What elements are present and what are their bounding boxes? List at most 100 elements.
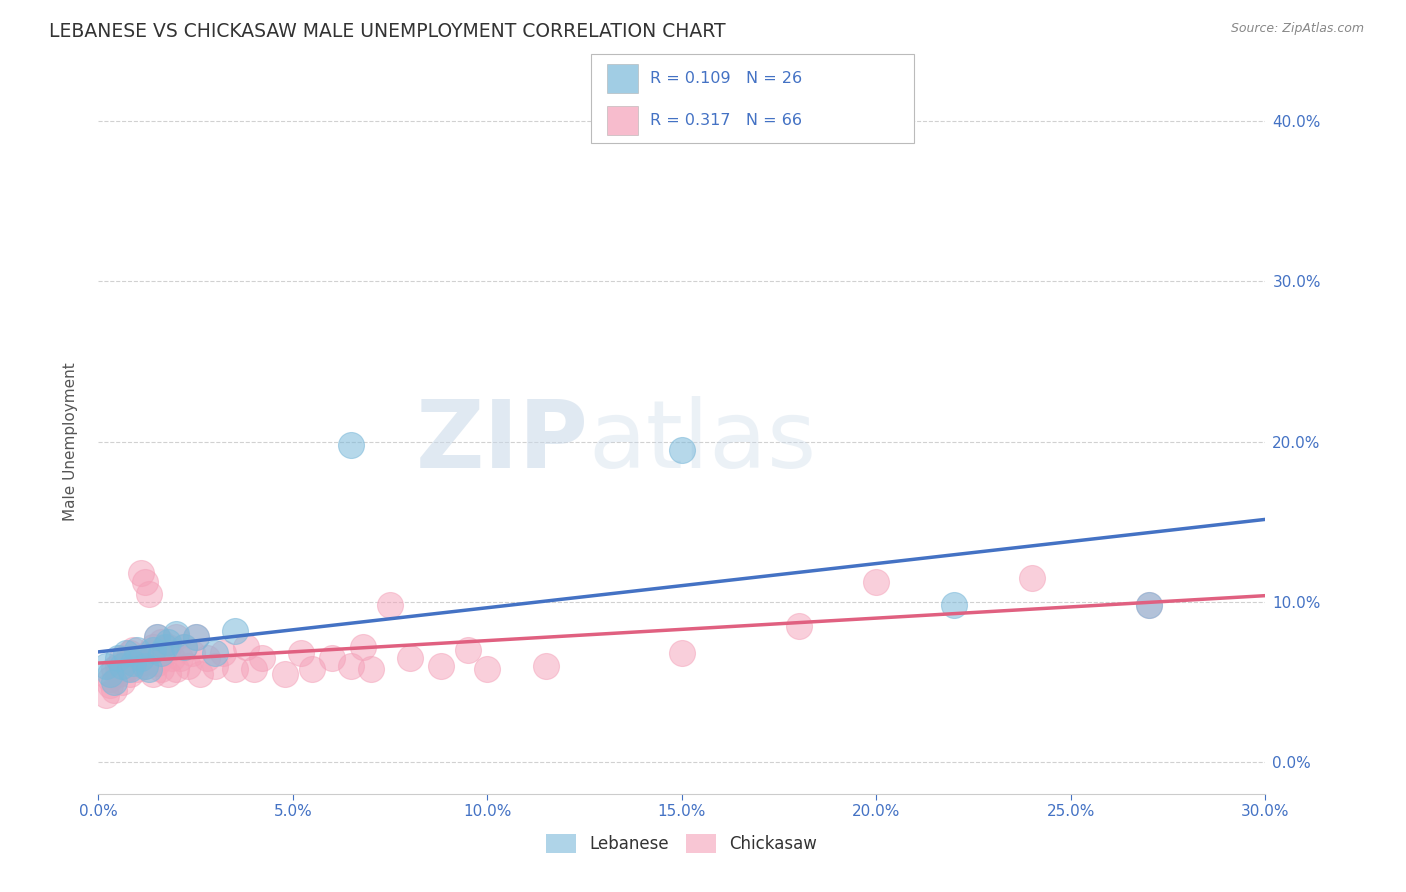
Point xyxy=(398,650,420,665)
Point xyxy=(114,662,136,676)
Point xyxy=(127,662,149,676)
Point xyxy=(157,666,180,681)
Point xyxy=(162,650,184,665)
Point xyxy=(134,658,156,673)
Point xyxy=(142,666,165,681)
Point xyxy=(114,656,136,670)
Point xyxy=(165,662,187,676)
Point xyxy=(429,658,451,673)
Point xyxy=(243,662,266,676)
Point xyxy=(204,658,226,673)
Point xyxy=(107,658,129,673)
Point xyxy=(96,658,118,673)
Point xyxy=(157,634,180,648)
Text: Source: ZipAtlas.com: Source: ZipAtlas.com xyxy=(1230,22,1364,36)
Point xyxy=(477,662,499,676)
Text: R = 0.109   N = 26: R = 0.109 N = 26 xyxy=(650,71,801,86)
Y-axis label: Male Unemployment: Male Unemployment xyxy=(63,362,77,521)
Point xyxy=(188,666,211,681)
Point xyxy=(180,646,202,660)
Point xyxy=(380,598,402,612)
Point xyxy=(165,626,187,640)
Point xyxy=(138,587,160,601)
Point xyxy=(671,442,693,457)
Point xyxy=(173,640,195,654)
Point xyxy=(1137,598,1160,612)
Point xyxy=(165,630,187,644)
Point xyxy=(149,634,172,648)
Point xyxy=(153,646,176,660)
Point xyxy=(138,662,160,676)
Point xyxy=(352,640,374,654)
Point xyxy=(142,640,165,654)
Point xyxy=(671,646,693,660)
Point xyxy=(157,640,180,654)
Point xyxy=(129,656,152,670)
Point xyxy=(138,646,160,660)
Point xyxy=(943,598,966,612)
Text: atlas: atlas xyxy=(589,395,817,488)
Point xyxy=(250,650,273,665)
Point xyxy=(1137,598,1160,612)
Point xyxy=(290,646,312,660)
Point xyxy=(142,642,165,657)
Text: ZIP: ZIP xyxy=(416,395,589,488)
Point xyxy=(114,646,136,660)
Point xyxy=(149,662,172,676)
Point xyxy=(169,650,191,665)
Point xyxy=(122,656,145,670)
Point xyxy=(321,650,343,665)
Text: R = 0.317   N = 66: R = 0.317 N = 66 xyxy=(650,113,801,128)
Point xyxy=(787,618,810,632)
Point xyxy=(173,640,195,654)
Point xyxy=(457,642,479,657)
Point xyxy=(129,566,152,580)
Point xyxy=(127,642,149,657)
Point xyxy=(360,662,382,676)
Point xyxy=(153,640,176,654)
Point xyxy=(340,658,363,673)
Point xyxy=(98,678,121,692)
Point xyxy=(98,666,121,681)
Point xyxy=(274,666,297,681)
Point xyxy=(184,630,207,644)
Point xyxy=(865,575,887,590)
Point xyxy=(146,630,169,644)
Point xyxy=(134,658,156,673)
Point xyxy=(96,688,118,702)
Point xyxy=(534,658,557,673)
Point xyxy=(301,662,323,676)
Point xyxy=(107,666,129,681)
Point xyxy=(146,630,169,644)
Point xyxy=(177,658,200,673)
Point xyxy=(118,666,141,681)
Point xyxy=(149,646,172,660)
Point xyxy=(204,646,226,660)
Legend: Lebanese, Chickasaw: Lebanese, Chickasaw xyxy=(540,827,824,860)
Point xyxy=(340,438,363,452)
Text: LEBANESE VS CHICKASAW MALE UNEMPLOYMENT CORRELATION CHART: LEBANESE VS CHICKASAW MALE UNEMPLOYMENT … xyxy=(49,22,725,41)
Point xyxy=(195,650,218,665)
Point xyxy=(129,650,152,665)
Point xyxy=(118,662,141,676)
Point xyxy=(212,646,235,660)
Point xyxy=(118,646,141,660)
Point xyxy=(122,658,145,673)
Point xyxy=(184,630,207,644)
Point xyxy=(146,656,169,670)
Point xyxy=(111,658,134,673)
Point xyxy=(111,650,134,665)
Point xyxy=(134,575,156,590)
Point xyxy=(235,640,257,654)
Point xyxy=(107,650,129,665)
Point xyxy=(224,662,246,676)
Point xyxy=(103,662,125,676)
Point xyxy=(122,642,145,657)
Point xyxy=(1021,571,1043,585)
Point xyxy=(103,674,125,689)
Point xyxy=(103,682,125,697)
Point xyxy=(98,672,121,686)
Point xyxy=(224,624,246,638)
Point xyxy=(111,674,134,689)
Point xyxy=(127,650,149,665)
